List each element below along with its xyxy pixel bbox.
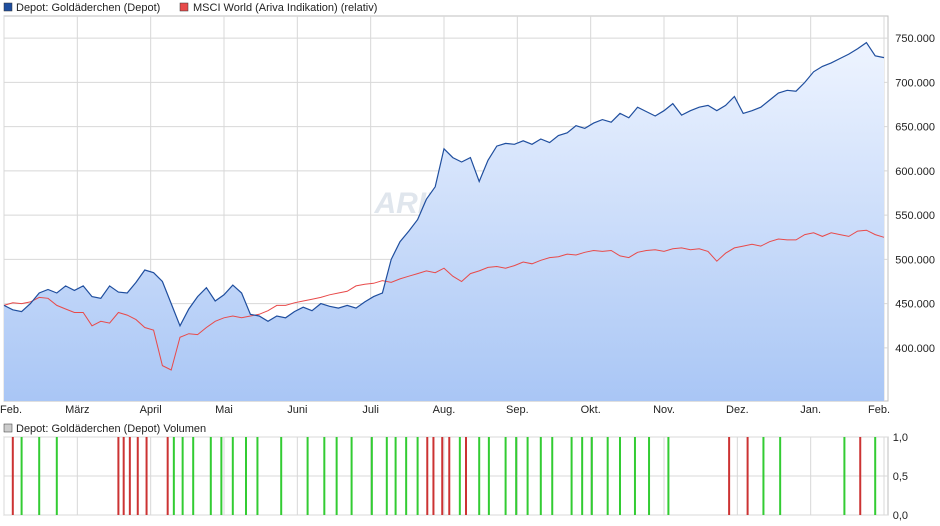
volume-bar	[728, 437, 731, 515]
volume-bar	[122, 437, 125, 515]
price-y-tick-label: 500.000	[895, 254, 935, 266]
volume-legend: Depot: Goldäderchen (Depot) Volumen	[3, 423, 206, 435]
volume-y-axis: 1,0 0,5 0,0	[893, 432, 908, 522]
volume-bar	[539, 437, 542, 515]
legend-label-msci: MSCI World (Ariva Indikation) (relativ)	[193, 2, 377, 14]
volume-bar	[416, 437, 419, 515]
volume-bar	[762, 437, 765, 515]
price-x-tick-label: Nov.	[653, 404, 675, 416]
legend-swatch-msci	[179, 2, 189, 12]
volume-bar	[487, 437, 490, 515]
volume-bar	[432, 437, 435, 515]
volume-bar	[590, 437, 593, 515]
volume-bar	[394, 437, 397, 515]
price-x-tick-label: Okt.	[581, 404, 601, 416]
price-x-tick-label: Sep.	[506, 404, 529, 416]
volume-bar	[746, 437, 749, 515]
volume-bar	[426, 437, 429, 515]
volume-bar	[280, 437, 283, 515]
price-y-tick-label: 750.000	[895, 33, 935, 45]
volume-bar	[874, 437, 877, 515]
price-x-tick-label: Feb.	[868, 404, 890, 416]
volume-bars	[11, 437, 877, 515]
volume-bar	[581, 437, 584, 515]
volume-bar	[306, 437, 309, 515]
volume-bar	[515, 437, 518, 515]
volume-bar	[648, 437, 651, 515]
volume-bar	[465, 437, 467, 515]
volume-bar	[448, 437, 451, 515]
price-x-tick-label: Mai	[215, 404, 233, 416]
volume-bar	[370, 437, 373, 515]
volume-bar	[20, 437, 23, 515]
depot-area	[4, 42, 884, 401]
volume-bar	[441, 437, 444, 515]
volume-bar	[166, 437, 169, 515]
volume-bar	[859, 437, 862, 515]
volume-bar	[256, 437, 259, 515]
volume-bar	[245, 437, 247, 515]
volume-bar	[458, 437, 461, 515]
legend-swatch-depot	[3, 2, 13, 12]
price-y-tick-label: 700.000	[895, 77, 935, 89]
volume-bar	[323, 437, 326, 515]
volume-bar	[667, 437, 670, 515]
volume-bar	[633, 437, 636, 515]
price-x-tick-label: Dez.	[726, 404, 749, 416]
legend-swatch-volume	[3, 423, 13, 433]
volume-bar	[181, 437, 184, 515]
price-y-tick-label: 650.000	[895, 122, 935, 134]
volume-y-tick-label: 0,0	[893, 510, 908, 522]
price-legend: Depot: Goldäderchen (Depot) MSCI World (…	[3, 2, 377, 14]
volume-bar	[551, 437, 554, 515]
volume-bar	[570, 437, 573, 515]
volume-bar	[136, 437, 139, 515]
volume-bar	[231, 437, 234, 515]
volume-bar	[619, 437, 621, 515]
price-y-tick-label: 450.000	[895, 299, 935, 311]
volume-bar	[117, 437, 120, 515]
volume-grid	[3, 436, 888, 516]
price-x-tick-label: März	[65, 404, 89, 416]
volume-bar	[145, 437, 148, 515]
legend-label-depot: Depot: Goldäderchen (Depot)	[16, 2, 160, 14]
price-y-tick-label: 400.000	[895, 343, 935, 355]
price-x-tick-label: Feb.	[0, 404, 22, 416]
volume-bar	[192, 437, 195, 515]
volume-bar	[209, 437, 212, 515]
volume-bar	[405, 437, 408, 515]
price-y-tick-label: 550.000	[895, 210, 935, 222]
volume-bar	[38, 437, 41, 515]
volume-bar	[478, 437, 481, 515]
volume-bar	[843, 437, 846, 515]
volume-bar	[220, 437, 223, 515]
price-x-tick-label: April	[140, 404, 162, 416]
volume-bar	[526, 437, 529, 515]
volume-y-tick-label: 0,5	[893, 471, 908, 483]
legend-label-volume: Depot: Goldäderchen (Depot) Volumen	[16, 423, 206, 435]
volume-bar	[606, 437, 609, 515]
volume-bar	[55, 437, 58, 515]
price-x-tick-label: Jan.	[800, 404, 821, 416]
depot-series-line	[3, 41, 885, 328]
volume-bar	[128, 437, 131, 515]
price-x-axis: Feb. März April Mai Juni Juli Aug. Sep. Okt. Nov.…	[0, 404, 890, 416]
price-x-tick-label: Juni	[287, 404, 307, 416]
volume-y-tick-label: 1,0	[893, 432, 908, 444]
price-y-tick-label: 600.000	[895, 166, 935, 178]
msci-series-line	[3, 229, 885, 371]
volume-bar	[11, 437, 14, 515]
volume-bar	[350, 437, 353, 515]
price-x-tick-label: Aug.	[433, 404, 456, 416]
price-x-tick-label: Juli	[362, 404, 379, 416]
volume-bar	[779, 437, 782, 515]
price-y-axis: 400.000 450.000 500.000 550.000 600.000 650.0…	[895, 33, 935, 355]
volume-bar	[385, 437, 388, 515]
volume-bar	[172, 437, 175, 515]
volume-bar	[504, 437, 507, 515]
volume-bar	[335, 437, 338, 515]
